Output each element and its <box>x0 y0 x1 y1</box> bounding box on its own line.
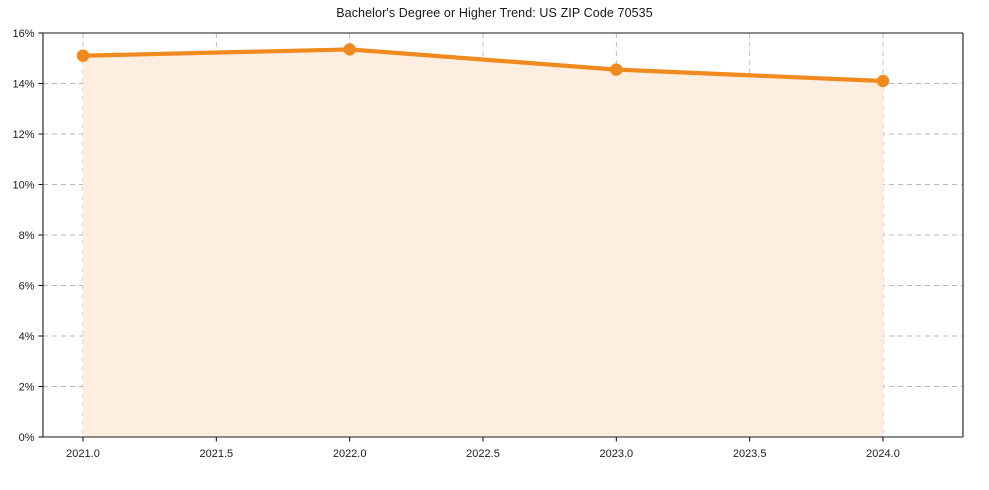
y-tick-label: 2% <box>19 382 35 394</box>
y-tick-label: 12% <box>12 129 34 141</box>
page-title: Bachelor's Degree or Higher Trend: US ZI… <box>336 6 653 20</box>
x-axis-ticks: 2021.0 2021.5 2022.0 2022.5 2023.0 2023.5 2024… <box>66 437 900 460</box>
series-area-fill <box>83 49 883 437</box>
x-tick-label: 2022.5 <box>466 448 500 460</box>
y-tick-label: 14% <box>12 79 34 91</box>
x-tick-label: 2023.0 <box>600 448 634 460</box>
series-line <box>80 47 886 84</box>
x-tick-label: 2021.0 <box>66 448 100 460</box>
x-tick-label: 2021.5 <box>200 448 234 460</box>
y-axis-ticks: 0% 2% 4% 6% 8% 10% 12% 14% 16% <box>12 28 43 444</box>
x-tick-label: 2022.0 <box>333 448 367 460</box>
y-tick-label: 6% <box>19 281 35 293</box>
x-tick-label: 2024.0 <box>866 448 900 460</box>
data-point-marker <box>610 63 623 76</box>
data-point-marker <box>343 43 356 56</box>
y-tick-label: 8% <box>19 230 35 242</box>
x-tick-label: 2023.5 <box>733 448 767 460</box>
y-tick-label: 10% <box>12 180 34 192</box>
data-point-marker <box>76 49 90 62</box>
series-markers <box>76 43 890 88</box>
y-tick-label: 0% <box>19 432 35 444</box>
data-point-marker <box>876 74 890 88</box>
y-tick-label: 4% <box>19 331 35 343</box>
y-tick-label: 16% <box>12 28 34 40</box>
